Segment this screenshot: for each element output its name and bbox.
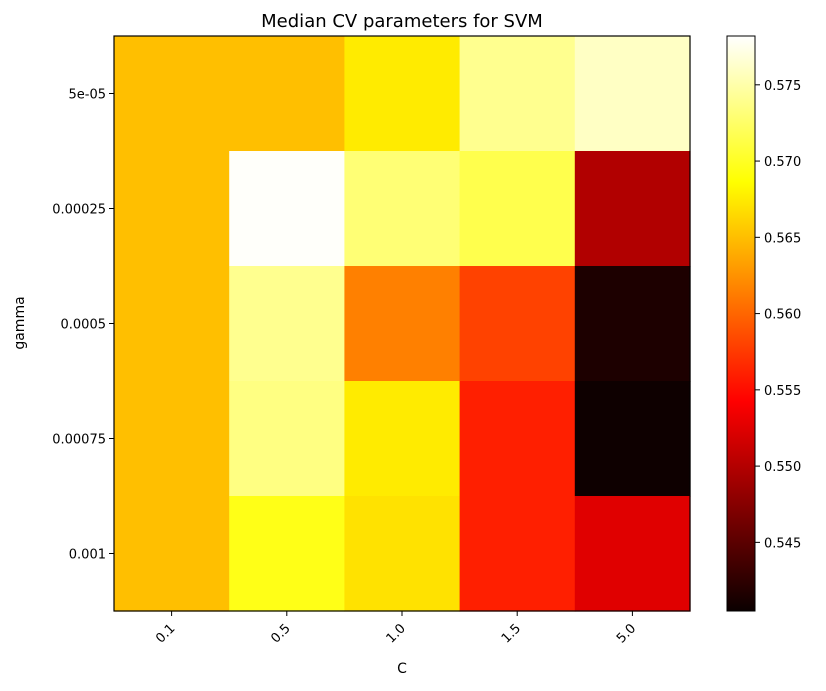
x-tick-label: 5.0 (614, 621, 639, 646)
y-axis-label: gamma (12, 296, 28, 349)
heatmap-cell (114, 496, 230, 612)
heatmap-cell (229, 381, 345, 497)
colorbar-tick-label: 0.555 (764, 384, 801, 399)
heatmap-cell (114, 266, 230, 382)
heatmap-cell (574, 496, 691, 612)
colorbar-tick-label: 0.550 (764, 460, 801, 475)
heatmap-cell (229, 151, 345, 267)
heatmap-cell (229, 266, 345, 382)
heatmap-cell (229, 496, 345, 612)
heatmap-cell (574, 151, 691, 267)
x-tick-label: 1.5 (499, 621, 524, 646)
y-tick-label: 0.00025 (52, 203, 106, 218)
heatmap-cell (229, 36, 345, 152)
colorbar-ticks: 0.545 0.550 0.555 0.560 0.565 0.570 0.575 (755, 79, 801, 551)
colorbar-frame (726, 35, 756, 612)
x-tick-label: 0.1 (153, 621, 178, 646)
colorbar-tick-label: 0.545 (764, 536, 801, 551)
x-tick-label: 0.5 (268, 621, 293, 646)
x-tick-label: 1.0 (384, 621, 409, 646)
heatmap-cell (574, 266, 691, 382)
x-axis-ticks: 0.1 0.5 1.0 1.5 5.0 (153, 611, 639, 646)
y-tick-label: 0.00075 (52, 433, 106, 448)
colorbar-tick-label: 0.570 (764, 155, 801, 170)
heatmap-cell (459, 266, 576, 382)
x-axis-label: C (397, 661, 407, 677)
colorbar-tick-label: 0.575 (764, 79, 801, 94)
heatmap-cell (114, 151, 230, 267)
colorbar-tick-label: 0.560 (764, 308, 801, 323)
heatmap-cell (459, 381, 576, 497)
heatmap-cell (459, 151, 576, 267)
heatmap-cells (114, 36, 691, 612)
colorbar-tick-label: 0.565 (764, 231, 801, 246)
heatmap-cell (344, 496, 461, 612)
heatmap-cell (114, 36, 230, 152)
heatmap-cell (344, 151, 461, 267)
y-tick-label: 0.0005 (61, 318, 107, 333)
y-tick-label: 0.001 (69, 548, 106, 563)
y-tick-label: 5e-05 (68, 88, 106, 103)
heatmap-cell (344, 266, 461, 382)
heatmap-cell (459, 496, 576, 612)
chart-title: Median CV parameters for SVM (261, 11, 543, 32)
heatmap-cell (344, 381, 461, 497)
heatmap-cell (344, 36, 461, 152)
heatmap-cell (459, 36, 576, 152)
heatmap-cell (114, 381, 230, 497)
heatmap-cell (574, 36, 691, 152)
heatmap-cell (574, 381, 691, 497)
y-axis-ticks: 5e-05 0.00025 0.0005 0.00075 0.001 (52, 88, 114, 563)
colorbar-gradient (727, 36, 755, 611)
